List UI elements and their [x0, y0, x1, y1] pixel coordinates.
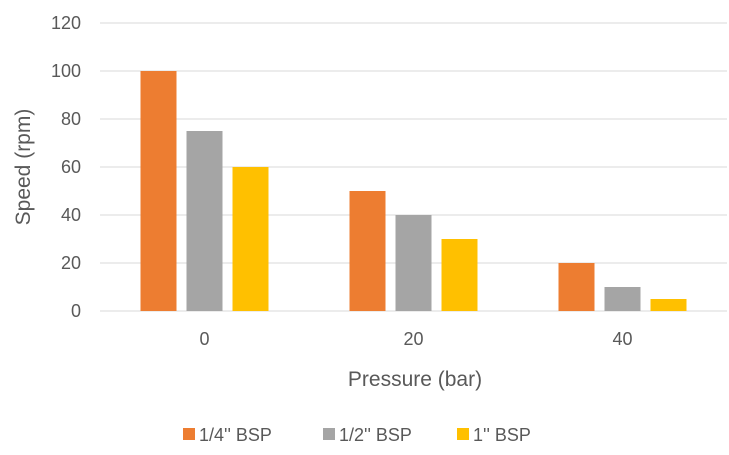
legend-label: 1/2'' BSP [339, 425, 412, 445]
bar [349, 191, 386, 311]
y-tick-label: 100 [51, 61, 81, 81]
y-tick-label: 60 [61, 157, 81, 177]
legend-label: 1'' BSP [473, 425, 531, 445]
y-axis-title: Speed (rpm) [12, 109, 35, 226]
legend-swatch [457, 428, 469, 440]
legend-swatch [323, 428, 335, 440]
bar [232, 167, 269, 311]
x-axis-ticks: 0 20 40 [199, 329, 632, 349]
bar [558, 263, 595, 311]
bar [604, 287, 641, 311]
legend-label: 1/4'' BSP [199, 425, 272, 445]
y-tick-label: 40 [61, 205, 81, 225]
bar [186, 131, 223, 311]
y-tick-label: 80 [61, 109, 81, 129]
x-tick-label: 20 [403, 329, 423, 349]
bar [650, 299, 687, 311]
bar [140, 71, 177, 311]
legend: 1/4'' BSP 1/2'' BSP 1'' BSP [183, 425, 531, 445]
bars [140, 71, 687, 311]
y-tick-label: 20 [61, 253, 81, 273]
bar [395, 215, 432, 311]
legend-swatch [183, 428, 195, 440]
y-tick-label: 0 [71, 301, 81, 321]
x-axis-title: Pressure (bar) [348, 368, 482, 391]
y-tick-label: 120 [51, 13, 81, 33]
x-tick-label: 40 [612, 329, 632, 349]
bar [441, 239, 478, 311]
y-axis-ticks: 0 20 40 60 80 100 120 [51, 13, 81, 321]
x-tick-label: 0 [199, 329, 209, 349]
